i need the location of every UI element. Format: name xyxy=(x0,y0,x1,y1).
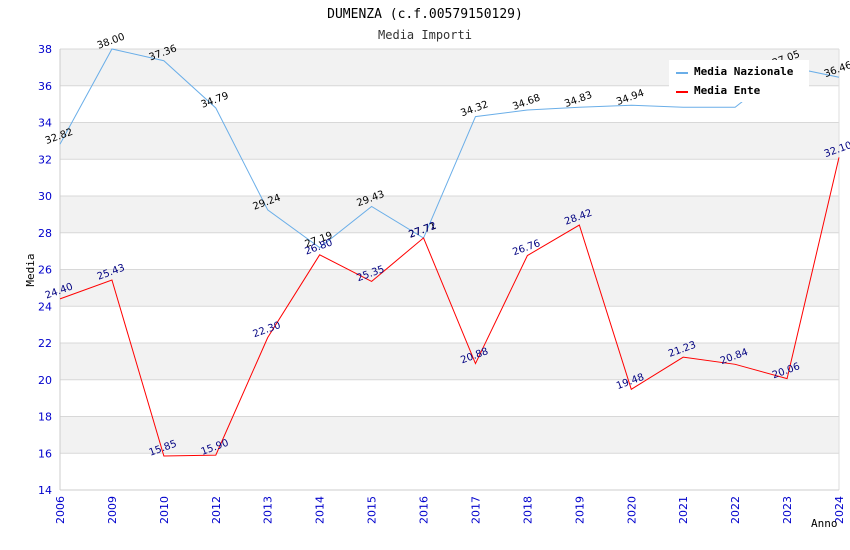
data-label: 34.32 xyxy=(459,99,490,119)
series-line-nazionale xyxy=(59,48,840,249)
x-tick-label: 2015 xyxy=(366,496,379,524)
legend-label-ente: Media Ente xyxy=(694,84,761,97)
data-label: 26.76 xyxy=(511,238,542,258)
y-tick-label: 32 xyxy=(38,153,52,166)
y-tick-label: 36 xyxy=(38,80,52,93)
x-tick-label: 2018 xyxy=(521,496,534,524)
data-label: 22.30 xyxy=(252,320,283,340)
x-axis-label: Anno xyxy=(811,517,838,530)
y-tick-label: 26 xyxy=(38,264,52,277)
x-tick-label: 2022 xyxy=(729,496,742,524)
grid-bands xyxy=(60,49,839,454)
x-tick-label: 2021 xyxy=(677,496,690,524)
x-tick-label: 2017 xyxy=(469,496,482,524)
x-tick-label: 2012 xyxy=(210,496,223,524)
y-tick-label: 28 xyxy=(38,227,52,240)
grid-band xyxy=(60,343,839,380)
chart-title: DUMENZA (c.f.00579150129) xyxy=(327,7,523,22)
x-tick-label: 2006 xyxy=(54,496,67,524)
y-tick-label: 16 xyxy=(38,447,52,460)
y-tick-label: 22 xyxy=(38,337,52,350)
y-tick-label: 24 xyxy=(38,300,52,313)
x-tick-label: 2010 xyxy=(158,496,171,524)
x-tick-labels: 2006 2009 2010 2012 2013 2014 2015 2016 2017 2018… xyxy=(54,496,846,524)
chart-subtitle: Media Importi xyxy=(378,28,472,42)
y-tick-label: 20 xyxy=(38,374,52,387)
y-axis-label: Media xyxy=(24,253,37,286)
y-tick-label: 30 xyxy=(38,190,52,203)
legend-box xyxy=(669,60,809,102)
legend-label-nazionale: Media Nazionale xyxy=(694,65,794,78)
series-lines xyxy=(59,48,840,457)
y-tick-label: 38 xyxy=(38,43,52,56)
x-tick-label: 2024 xyxy=(833,496,846,524)
axes xyxy=(59,49,840,491)
x-tick-label: 2020 xyxy=(625,496,638,524)
x-tick-label: 2016 xyxy=(418,496,431,524)
y-tick-label: 14 xyxy=(38,484,52,497)
x-tick-label: 2019 xyxy=(573,496,586,524)
grid-band xyxy=(60,196,839,233)
series-line-ente xyxy=(59,157,840,457)
x-tick-label: 2023 xyxy=(781,496,794,524)
x-tick-label: 2009 xyxy=(106,496,119,524)
x-tick-label: 2013 xyxy=(262,496,275,524)
y-tick-label: 18 xyxy=(38,411,52,424)
grid-band xyxy=(60,416,839,454)
y-tick-labels: 14 16 18 20 22 24 26 28 30 32 34 36 38 xyxy=(38,43,52,497)
y-tick-label: 34 xyxy=(38,117,52,130)
grid-band xyxy=(60,122,839,160)
x-tick-label: 2014 xyxy=(314,496,327,524)
legend: Media Nazionale Media Ente xyxy=(669,60,809,102)
